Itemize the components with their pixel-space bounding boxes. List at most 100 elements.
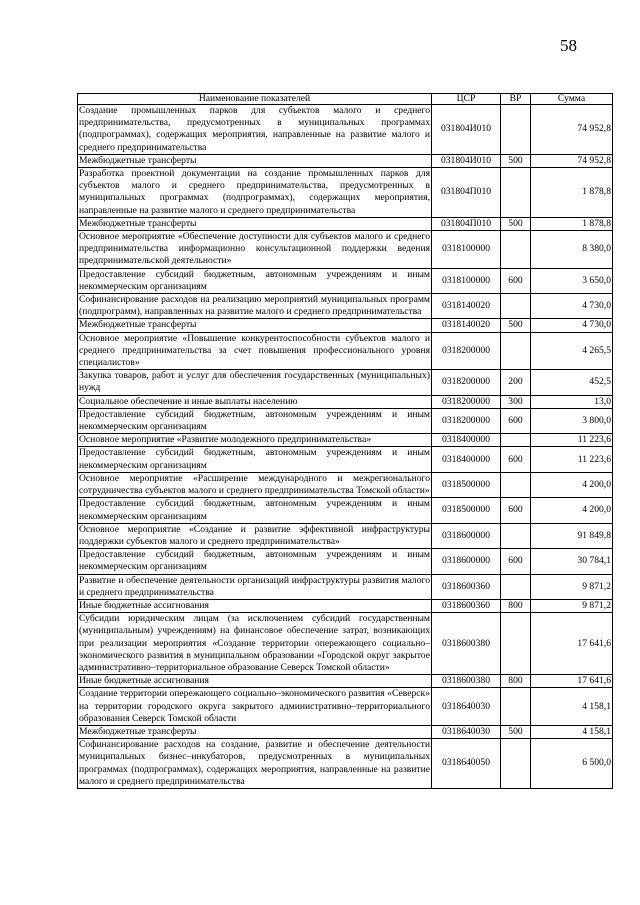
vr-cell <box>500 167 531 218</box>
vr-cell: 600 <box>500 267 531 295</box>
table-row: Софинансирование расходов на создание, р… <box>77 738 613 789</box>
csr-cell: 0318600000 <box>431 548 501 575</box>
table-row: Предоставление субсидий бюджетным, автон… <box>77 446 613 473</box>
vr-cell <box>500 687 531 726</box>
table-row: Межбюджетные трансферты 0318640030 500 4 15… <box>77 724 613 740</box>
sum-cell: 4 200,0 <box>530 471 613 499</box>
table-row: Софинансирование расходов на реализацию … <box>77 293 613 320</box>
sum-cell: 74 952,8 <box>530 104 613 155</box>
table-row: Разработка проектной документации на соз… <box>77 167 613 218</box>
csr-cell: 0318500000 <box>431 497 501 524</box>
name-cell: Софинансирование расходов на создание, р… <box>77 738 432 789</box>
name-cell: Создание промышленных парков для субъект… <box>77 104 432 155</box>
csr-cell: 0318100000 <box>431 230 501 269</box>
sum-cell: 74 952,8 <box>530 153 613 169</box>
name-cell: Основное мероприятие «Развитие молодежно… <box>77 433 432 448</box>
name-cell: Разработка проектной документации на соз… <box>77 167 432 218</box>
sum-cell: 9 871,2 <box>530 573 613 600</box>
header-name: Наименование показателей <box>77 93 432 105</box>
sum-cell: 11 223,6 <box>530 446 613 473</box>
vr-cell <box>500 573 531 600</box>
vr-cell <box>500 522 531 550</box>
table-row: Основное мероприятие «Расширение междуна… <box>77 471 613 499</box>
table-row: Предоставление субсидий бюджетным, автон… <box>77 497 613 524</box>
csr-cell: 0318200000 <box>431 394 501 409</box>
csr-cell: 0318600000 <box>431 522 501 550</box>
table-row: Иные бюджетные ассигнования 0318600360 800… <box>77 598 613 614</box>
sum-cell: 3 650,0 <box>530 267 613 295</box>
name-cell: Социальное обеспечение и иные выплаты на… <box>77 394 432 409</box>
vr-cell: 500 <box>500 153 531 169</box>
table-row: Основное мероприятие «Обеспечение доступ… <box>77 230 613 269</box>
vr-cell: 800 <box>500 674 531 689</box>
csr-cell: 0318100000 <box>431 267 501 295</box>
sum-cell: 91 849,8 <box>530 522 613 550</box>
vr-cell: 800 <box>500 598 531 614</box>
header-vr: ВР <box>500 93 531 105</box>
vr-cell <box>500 612 531 676</box>
sum-cell: 452,5 <box>530 369 613 396</box>
sum-cell: 6 500,0 <box>530 738 613 789</box>
sum-cell: 4 158,1 <box>530 724 613 740</box>
csr-cell: 031804И010 <box>431 153 501 169</box>
vr-cell: 500 <box>500 724 531 740</box>
table-row: Создание территории опережающего социаль… <box>77 687 613 726</box>
table-row: Социальное обеспечение и иные выплаты на… <box>77 394 613 409</box>
name-cell: Предоставление субсидий бюджетным, автон… <box>77 548 432 575</box>
sum-cell: 4 730,0 <box>530 318 613 333</box>
vr-cell: 500 <box>500 216 531 232</box>
csr-cell: 0318200000 <box>431 331 501 371</box>
name-cell: Предоставление субсидий бюджетным, автон… <box>77 446 432 473</box>
name-cell: Создание территории опережающего социаль… <box>77 687 432 726</box>
vr-cell <box>500 230 531 269</box>
sum-cell: 4 730,0 <box>530 293 613 320</box>
table-row: Межбюджетные трансферты 0318140020 500 4 73… <box>77 318 613 333</box>
table-header-row: Наименование показателей ЦСР ВР Сумма <box>77 93 613 105</box>
csr-cell: 0318640050 <box>431 738 501 789</box>
vr-cell: 600 <box>500 407 531 435</box>
name-cell: Основное мероприятие «Создание и развити… <box>77 522 432 550</box>
csr-cell: 0318140020 <box>431 318 501 333</box>
csr-cell: 0318140020 <box>431 293 501 320</box>
sum-cell: 9 871,2 <box>530 598 613 614</box>
sum-cell: 1 878,8 <box>530 167 613 218</box>
csr-cell: 0318600360 <box>431 573 501 600</box>
page-number: 58 <box>560 36 577 55</box>
sum-cell: 13,0 <box>530 394 613 409</box>
vr-cell <box>500 331 531 371</box>
name-cell: Предоставление субсидий бюджетным, автон… <box>77 497 432 524</box>
vr-cell <box>500 738 531 789</box>
name-cell: Межбюджетные трансферты <box>77 724 432 740</box>
table-row: Основное мероприятие «Развитие молодежно… <box>77 433 613 448</box>
table-row: Создание промышленных парков для субъект… <box>77 104 613 155</box>
vr-cell <box>500 104 531 155</box>
vr-cell <box>500 471 531 499</box>
vr-cell: 600 <box>500 497 531 524</box>
csr-cell: 0318640030 <box>431 687 501 726</box>
csr-cell: 0318400000 <box>431 446 501 473</box>
table-row: Предоставление субсидий бюджетным, автон… <box>77 267 613 295</box>
name-cell: Межбюджетные трансферты <box>77 216 432 232</box>
table-row: Предоставление субсидий бюджетным, автон… <box>77 548 613 575</box>
sum-cell: 30 784,1 <box>530 548 613 575</box>
csr-cell: 0318640030 <box>431 724 501 740</box>
csr-cell: 0318500000 <box>431 471 501 499</box>
name-cell: Предоставление субсидий бюджетным, автон… <box>77 407 432 435</box>
csr-cell: 031804И010 <box>431 104 501 155</box>
sum-cell: 1 878,8 <box>530 216 613 232</box>
sum-cell: 4 158,1 <box>530 687 613 726</box>
csr-cell: 031804П010 <box>431 216 501 232</box>
table-row: Предоставление субсидий бюджетным, автон… <box>77 407 613 435</box>
header-sum: Сумма <box>530 93 613 105</box>
table-row: Закупка товаров, работ и услуг для обесп… <box>77 369 613 396</box>
csr-cell: 0318600380 <box>431 674 501 689</box>
vr-cell: 500 <box>500 318 531 333</box>
name-cell: Межбюджетные трансферты <box>77 153 432 169</box>
table-row: Межбюджетные трансферты 031804И010 500 74 9… <box>77 153 613 169</box>
name-cell: Субсидии юридическим лицам (за исключени… <box>77 612 432 676</box>
vr-cell: 600 <box>500 446 531 473</box>
table-row: Развитие и обеспечение деятельности орга… <box>77 573 613 600</box>
sum-cell: 17 641,6 <box>530 674 613 689</box>
name-cell: Межбюджетные трансферты <box>77 318 432 333</box>
header-csr: ЦСР <box>431 93 501 105</box>
